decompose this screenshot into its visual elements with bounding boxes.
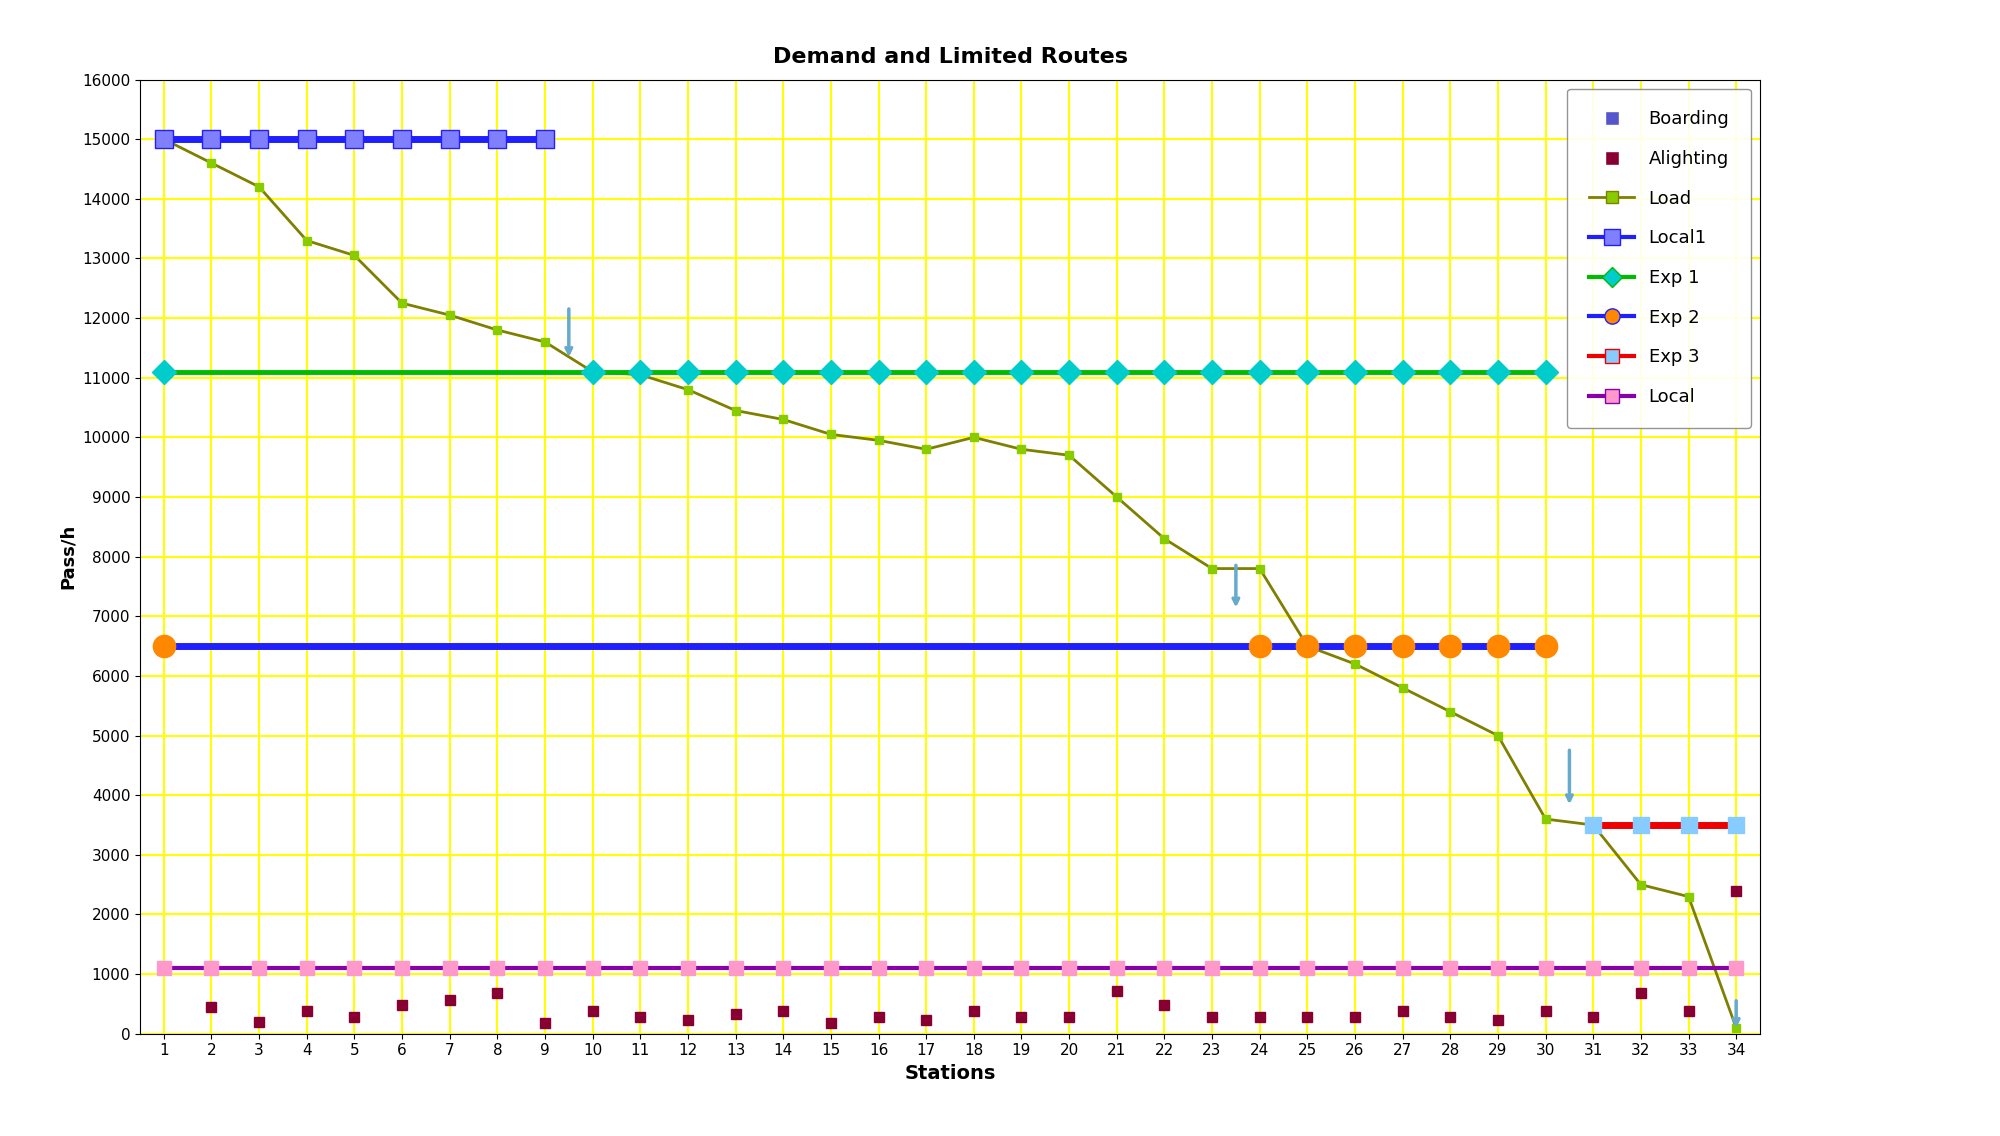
Load bbox=[1724, 1021, 1748, 1035]
Local1 bbox=[248, 132, 272, 145]
Load bbox=[1248, 562, 1272, 575]
Local bbox=[1152, 961, 1176, 975]
Load bbox=[1296, 640, 1320, 653]
Load bbox=[676, 383, 700, 396]
Local bbox=[342, 961, 366, 975]
Load bbox=[1200, 562, 1224, 575]
Load bbox=[1582, 818, 1606, 832]
Local bbox=[1248, 961, 1272, 975]
Local bbox=[1296, 961, 1320, 975]
Load bbox=[724, 403, 748, 417]
Load bbox=[962, 431, 986, 444]
Load bbox=[580, 365, 604, 378]
Load bbox=[1010, 442, 1034, 456]
Load bbox=[1152, 532, 1176, 545]
Exp 3 bbox=[1628, 818, 1652, 832]
X-axis label: Stations: Stations bbox=[904, 1064, 996, 1083]
Exp 3 bbox=[1724, 818, 1748, 832]
Local1 bbox=[486, 132, 510, 145]
Local bbox=[438, 961, 462, 975]
Local1 bbox=[390, 132, 414, 145]
Local bbox=[1486, 961, 1510, 975]
Local1 bbox=[438, 132, 462, 145]
Load bbox=[390, 296, 414, 310]
Local bbox=[1344, 961, 1368, 975]
Load bbox=[914, 442, 938, 456]
Load bbox=[152, 132, 176, 145]
Load bbox=[342, 249, 366, 262]
Load bbox=[866, 434, 890, 448]
Load bbox=[200, 156, 224, 169]
Local1 bbox=[152, 132, 176, 145]
Local bbox=[1534, 961, 1558, 975]
Y-axis label: Pass/h: Pass/h bbox=[58, 524, 76, 590]
Local bbox=[724, 961, 748, 975]
Local bbox=[1104, 961, 1128, 975]
Local bbox=[1058, 961, 1082, 975]
Load bbox=[1676, 889, 1700, 903]
Local bbox=[152, 961, 176, 975]
Load bbox=[1390, 682, 1414, 695]
Local bbox=[1438, 961, 1462, 975]
Local bbox=[818, 961, 842, 975]
Local bbox=[390, 961, 414, 975]
Local bbox=[962, 961, 986, 975]
Load bbox=[1438, 704, 1462, 719]
Local bbox=[1724, 961, 1748, 975]
Local bbox=[486, 961, 510, 975]
Local bbox=[294, 961, 318, 975]
Exp 3 bbox=[1676, 818, 1700, 832]
Local1 bbox=[342, 132, 366, 145]
Local1 bbox=[294, 132, 318, 145]
Legend: Boarding, Alighting, Load, Local1, Exp 1, Exp 2, Exp 3, Local: Boarding, Alighting, Load, Local1, Exp 1… bbox=[1568, 89, 1750, 427]
Load bbox=[248, 179, 272, 193]
Local bbox=[1010, 961, 1034, 975]
Load bbox=[1534, 812, 1558, 826]
Local bbox=[772, 961, 796, 975]
Local bbox=[532, 961, 556, 975]
Local bbox=[914, 961, 938, 975]
Load bbox=[628, 368, 652, 382]
Load bbox=[1058, 449, 1082, 462]
Title: Demand and Limited Routes: Demand and Limited Routes bbox=[772, 47, 1128, 67]
Line: Load: Load bbox=[160, 135, 1740, 1031]
Local bbox=[1200, 961, 1224, 975]
Load bbox=[1344, 657, 1368, 670]
Local bbox=[1628, 961, 1652, 975]
Load bbox=[1486, 729, 1510, 743]
Local1 bbox=[200, 132, 224, 145]
Exp 3 bbox=[1582, 818, 1606, 832]
Load bbox=[1104, 491, 1128, 504]
Load bbox=[532, 335, 556, 349]
Load bbox=[818, 427, 842, 441]
Local bbox=[1582, 961, 1606, 975]
Load bbox=[294, 234, 318, 248]
Load bbox=[1628, 878, 1652, 892]
Local bbox=[866, 961, 890, 975]
Local bbox=[676, 961, 700, 975]
Load bbox=[772, 412, 796, 426]
Load bbox=[486, 323, 510, 336]
Local bbox=[248, 961, 272, 975]
Local bbox=[580, 961, 604, 975]
Local1 bbox=[532, 132, 556, 145]
Local bbox=[1390, 961, 1414, 975]
Local bbox=[200, 961, 224, 975]
Local bbox=[1676, 961, 1700, 975]
Local bbox=[628, 961, 652, 975]
Load bbox=[438, 308, 462, 321]
